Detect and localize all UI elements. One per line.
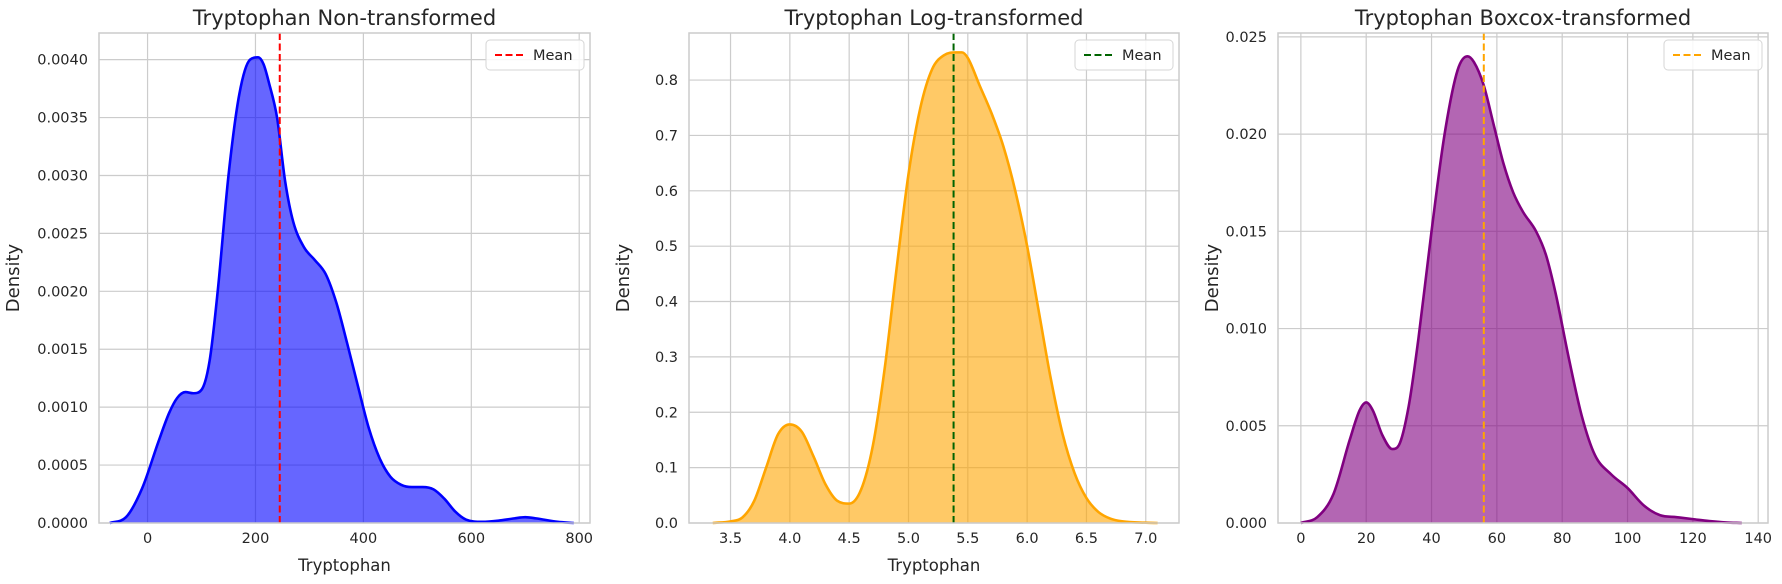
density-fill — [712, 52, 1158, 523]
x-tick-label: 6.5 — [1075, 531, 1098, 547]
x-tick-label: 600 — [457, 531, 485, 547]
legend: Mean — [1074, 39, 1174, 71]
y-tick-label: 0.0005 — [37, 458, 88, 474]
y-tick-label: 0.0010 — [37, 400, 88, 416]
x-tick-label: 7.0 — [1134, 531, 1157, 547]
y-axis-label: Density — [3, 243, 24, 312]
plot-frame — [1277, 32, 1769, 524]
y-tick-label: 0.0030 — [37, 168, 88, 184]
x-tick-label: 60 — [1488, 531, 1506, 547]
legend: Mean — [485, 39, 585, 71]
legend-box — [1663, 39, 1763, 71]
legend-label: Mean — [533, 48, 573, 64]
y-tick-label: 0.7 — [655, 128, 678, 144]
y-tick-label: 0.025 — [1225, 30, 1267, 46]
y-tick-label: 0.015 — [1225, 224, 1267, 240]
y-tick-label: 0.0000 — [37, 516, 88, 532]
legend-box — [485, 39, 585, 71]
x-tick-label: 4.0 — [778, 531, 801, 547]
y-tick-label: 0.3 — [655, 350, 678, 366]
x-tick-label: 3.5 — [719, 531, 742, 547]
y-tick-label: 0.0020 — [37, 284, 88, 300]
legend-label: Mean — [1711, 48, 1751, 64]
y-tick-label: 0.0015 — [37, 342, 88, 358]
chart-title: Tryptophan Non-transformed — [192, 6, 496, 30]
density-line — [109, 56, 574, 525]
x-tick-label: 20 — [1357, 531, 1375, 547]
x-axis-label: Tryptophan — [887, 556, 981, 575]
x-tick-label: 400 — [350, 531, 378, 547]
x-axis-label: Tryptophan — [297, 556, 391, 575]
density-fill — [1300, 56, 1742, 523]
y-tick-label: 0.010 — [1225, 322, 1267, 338]
y-tick-label: 0.2 — [655, 405, 678, 421]
density-line — [1300, 55, 1742, 525]
x-tick-label: 800 — [565, 531, 593, 547]
x-tick-label: 5.5 — [956, 531, 979, 547]
x-tick-label: 4.5 — [838, 531, 861, 547]
x-tick-label: 40 — [1422, 531, 1440, 547]
panel-1: 0 200 400 600 800 0.0000 0.0005 0.0010 0.0015 0.0… — [3, 6, 593, 575]
y-tick-label: 0.000 — [1225, 516, 1267, 532]
panel-2: 3.5 4.0 4.5 5.0 5.5 6.0 6.5 7.0 0.0 0.1 0.2 0.3 0.4 0… — [613, 6, 1180, 575]
plot-frame — [688, 32, 1180, 524]
panel-3: 0 20 40 60 80 100 120 140 0.000 0.005 0.010 0.015 0.… — [1202, 6, 1772, 547]
y-tick-label: 0.8 — [655, 73, 678, 89]
legend-box — [1074, 39, 1174, 71]
x-tick-label: 6.0 — [1016, 531, 1039, 547]
y-axis-label: Density — [1202, 243, 1223, 312]
y-tick-label: 0.020 — [1225, 127, 1267, 143]
legend: Mean — [1663, 39, 1763, 71]
x-tick-label: 0 — [143, 531, 152, 547]
y-tick-label: 0.4 — [655, 295, 678, 311]
density-fill — [109, 57, 574, 523]
y-tick-label: 0.6 — [655, 184, 678, 200]
x-tick-label: 100 — [1614, 531, 1642, 547]
y-tick-label: 0.005 — [1225, 419, 1267, 435]
legend-label: Mean — [1122, 48, 1162, 64]
x-tick-label: 5.0 — [897, 531, 920, 547]
plot-frame — [98, 32, 591, 524]
y-tick-label: 0.0040 — [37, 53, 88, 69]
y-axis-label: Density — [613, 243, 634, 312]
density-line — [712, 51, 1158, 525]
x-tick-label: 140 — [1744, 531, 1772, 547]
chart-title: Tryptophan Log-transformed — [784, 6, 1084, 30]
chart-title: Tryptophan Boxcox-transformed — [1354, 6, 1691, 30]
y-tick-label: 0.0 — [655, 516, 678, 532]
y-tick-label: 0.0025 — [37, 226, 88, 242]
y-tick-label: 0.0035 — [37, 111, 88, 127]
x-tick-label: 80 — [1553, 531, 1571, 547]
x-tick-label: 0 — [1296, 531, 1305, 547]
x-tick-label: 120 — [1679, 531, 1707, 547]
y-tick-label: 0.1 — [655, 461, 678, 477]
x-tick-label: 200 — [242, 531, 270, 547]
y-tick-label: 0.5 — [655, 239, 678, 255]
